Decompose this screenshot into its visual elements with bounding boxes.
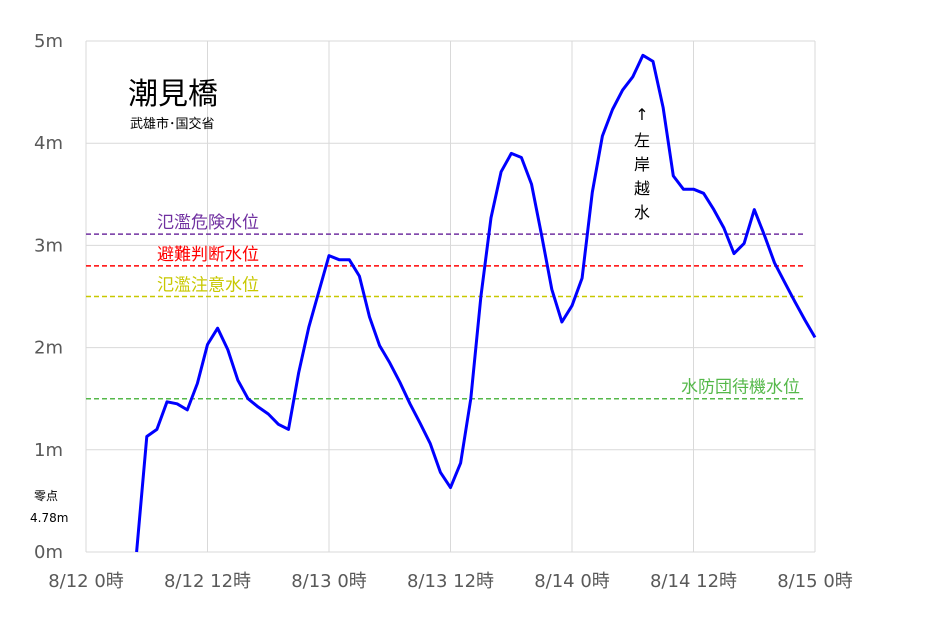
annotation-char: 水 xyxy=(634,203,650,222)
y-tick-label: 4m xyxy=(34,133,63,154)
x-tick-label: 8/14 0時 xyxy=(534,571,610,592)
y-tick-label: 0m xyxy=(34,542,63,563)
zero-point-label: 零点 xyxy=(34,489,58,503)
x-tick-label: 8/12 0時 xyxy=(48,571,124,592)
annotation-char: 左 xyxy=(634,131,650,150)
chart-subtitle: 武雄市･国交省 xyxy=(130,116,215,132)
zero-point-value: 4.78m xyxy=(30,511,68,525)
threshold-label: 避難判断水位 xyxy=(157,245,259,265)
y-tick-label: 5m xyxy=(34,31,63,52)
x-tick-label: 8/12 12時 xyxy=(164,571,251,592)
annotation-char: 越 xyxy=(634,179,650,198)
x-tick-label: 8/14 12時 xyxy=(650,571,737,592)
annotation-char: 岸 xyxy=(634,155,650,174)
y-axis-ticks: 0m 1m 2m 3m 4m 5m xyxy=(34,31,63,563)
threshold-label: 氾濫注意水位 xyxy=(157,276,259,296)
x-tick-label: 8/13 0時 xyxy=(291,571,367,592)
x-axis-ticks: 8/12 0時 8/12 12時 8/13 0時 8/13 12時 8/14 0時 8/1… xyxy=(48,571,853,592)
annotation-arrow: ↑ xyxy=(635,105,648,124)
water-level-series xyxy=(135,53,817,553)
threshold-label: 氾濫危険水位 xyxy=(157,213,259,233)
chart-title: 潮見橋 xyxy=(128,77,218,112)
y-tick-label: 2m xyxy=(34,338,63,359)
x-tick-label: 8/13 12時 xyxy=(407,571,494,592)
y-tick-label: 1m xyxy=(34,440,63,461)
x-tick-label: 8/15 0時 xyxy=(777,571,853,592)
series-line xyxy=(135,53,817,553)
y-tick-label: 3m xyxy=(34,235,63,256)
threshold-label: 水防団待機水位 xyxy=(681,378,800,398)
